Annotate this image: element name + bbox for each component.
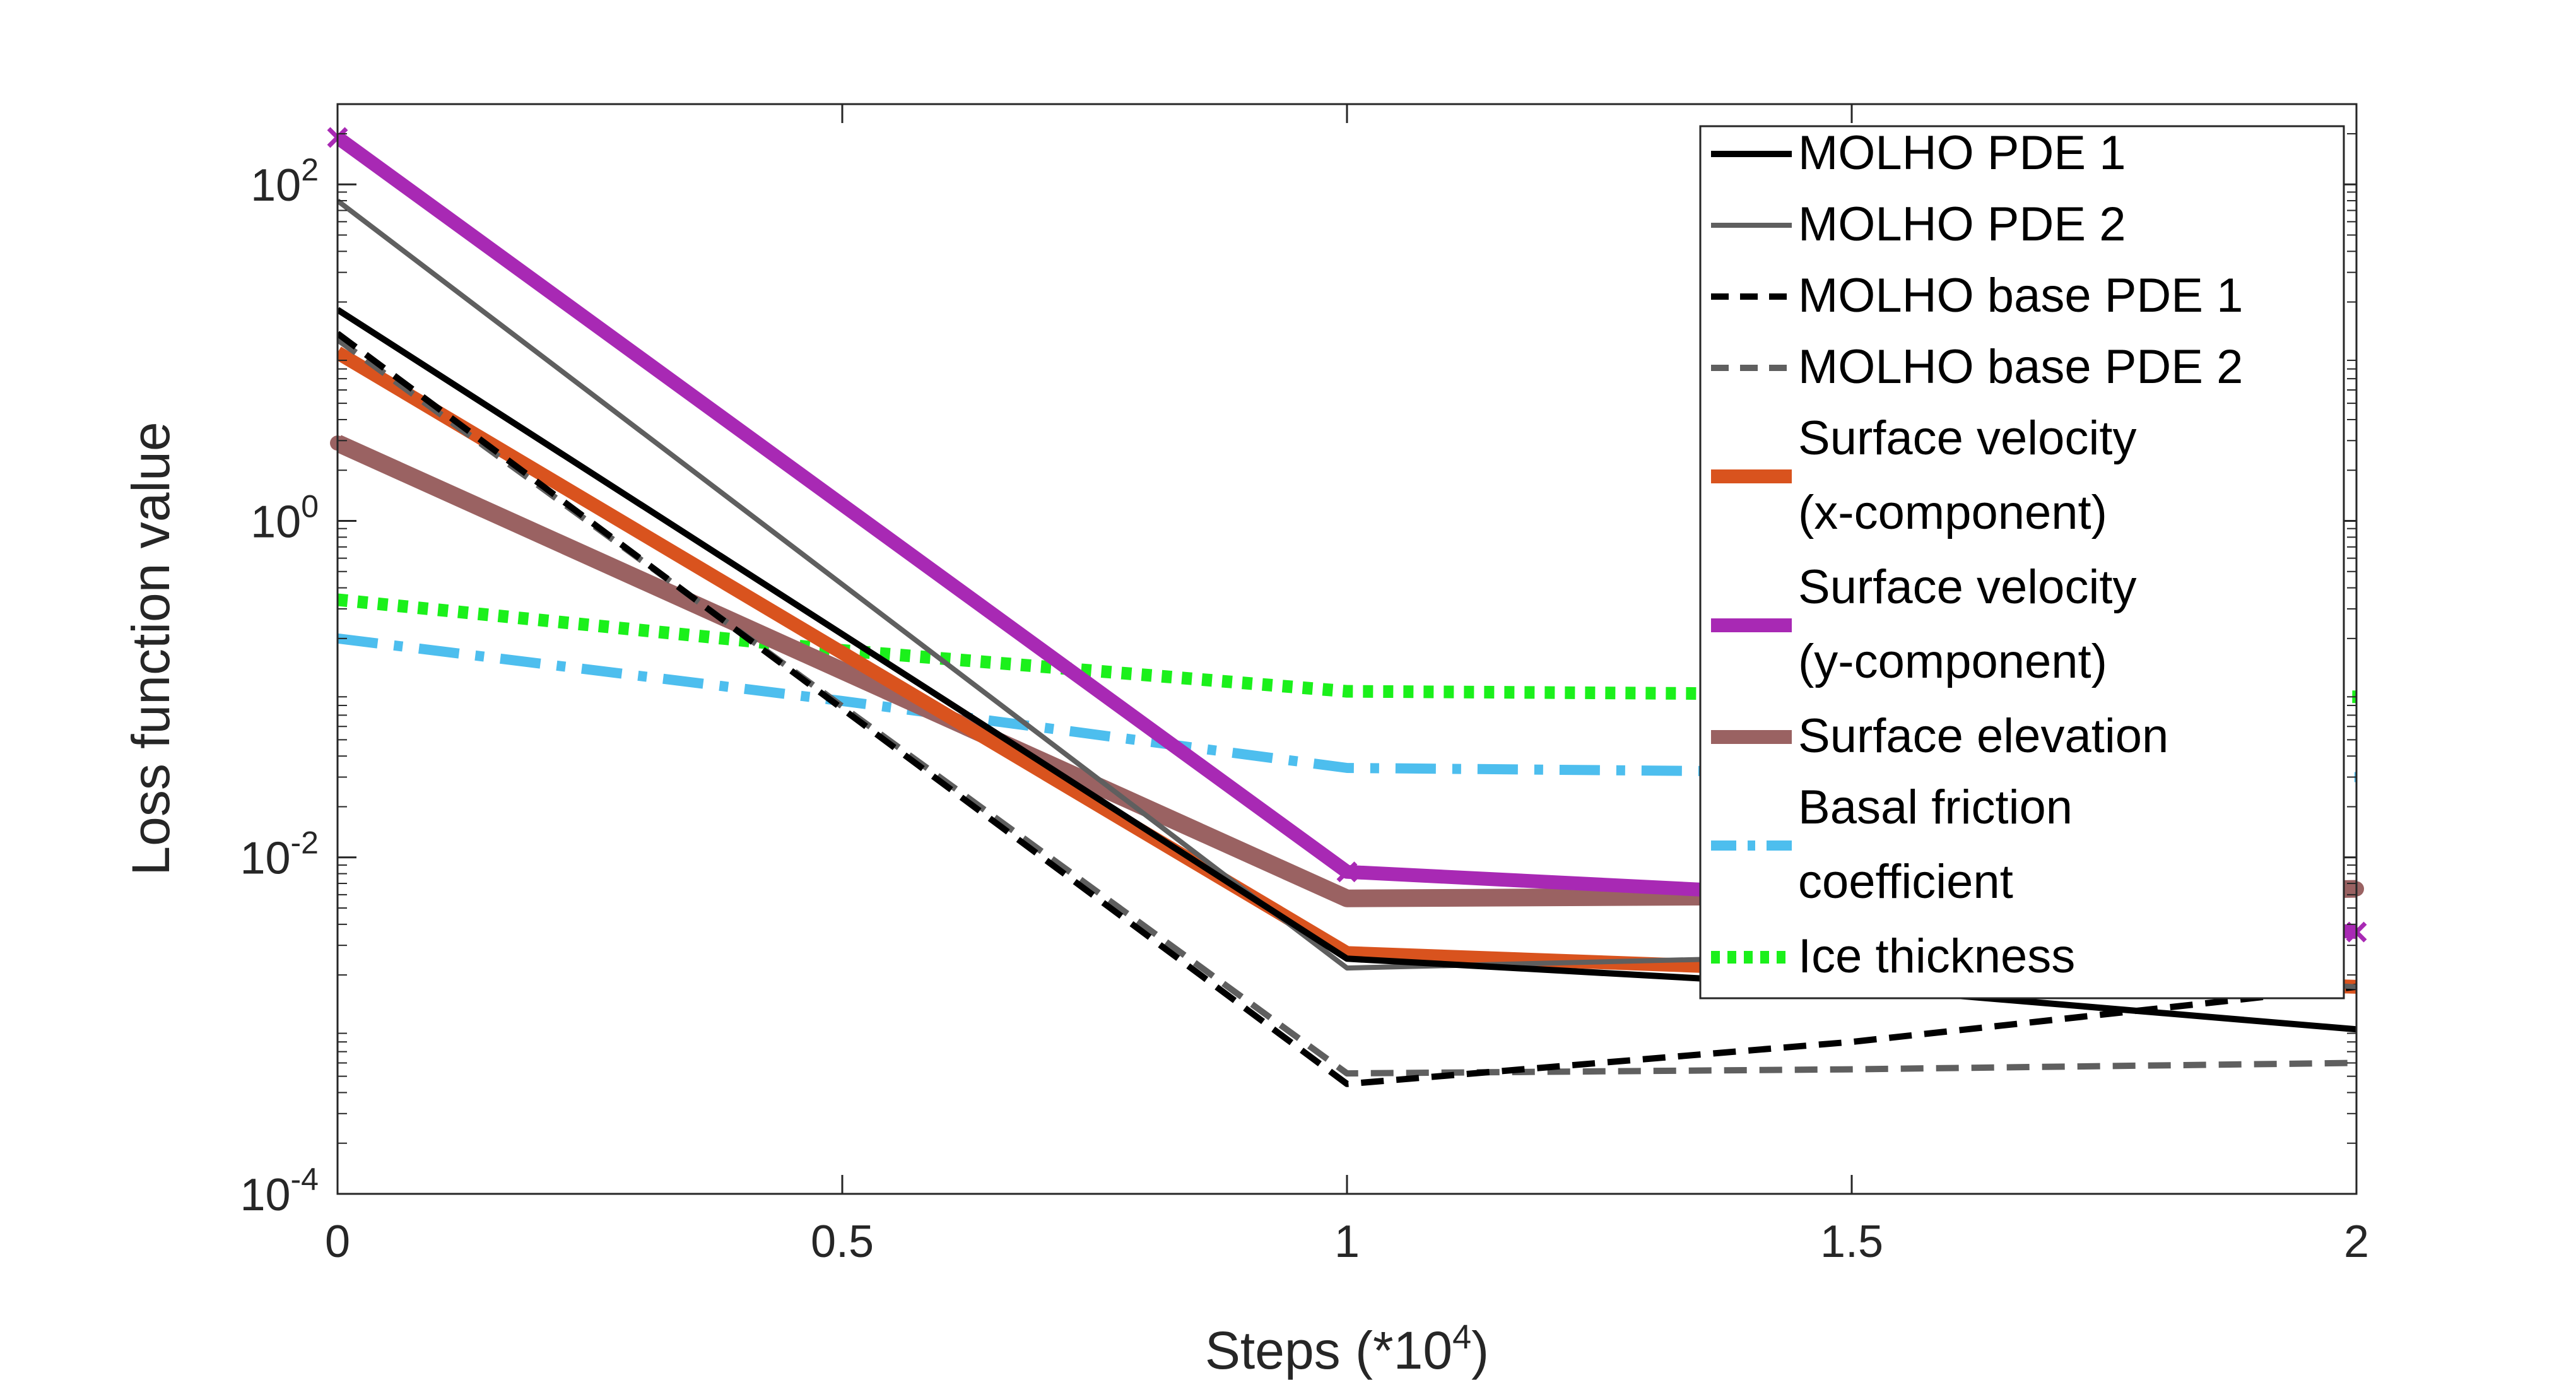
y-tick-label-exponent: 0 — [301, 488, 319, 524]
legend-label-surface-velocity-y: (y-component) — [1798, 635, 2107, 688]
x-tick-label: 0 — [325, 1217, 350, 1267]
legend-label-surface-velocity-x: Surface velocity — [1798, 411, 2136, 465]
legend-label-surface-velocity-y: Surface velocity — [1798, 560, 2136, 614]
series-line-molho-base-pde-1 — [338, 331, 2356, 1087]
y-tick-label-base: 10 — [240, 834, 290, 884]
legend-label-basal-friction: coefficient — [1798, 855, 2013, 909]
x-tick-label: 2 — [2344, 1217, 2369, 1267]
y-tick-label-exponent: -4 — [291, 1162, 319, 1197]
y-tick-label: 100 — [250, 488, 319, 547]
legend-entries: MOLHO PDE 1 MOLHO PDE 2 MOLHO base PDE 1 MO… — [1711, 126, 2243, 983]
x-tick-label: 1 — [1334, 1217, 1360, 1267]
series-line-basal-friction — [338, 633, 2356, 782]
y-tick-label-base: 10 — [250, 497, 301, 547]
x-axis-label-exponent: 4 — [1452, 1318, 1471, 1356]
series-line-ice-thickness — [338, 593, 2356, 704]
y-tick-label: 10-2 — [240, 825, 319, 884]
y-tick-label: 10-4 — [240, 1162, 319, 1220]
legend: MOLHO PDE 1 MOLHO PDE 2 MOLHO base PDE 1 MO… — [1699, 125, 2345, 1000]
y-tick-label-exponent: 2 — [301, 152, 319, 187]
series-line-molho-base-pde-2 — [338, 336, 2356, 1077]
legend-label-ice-thickness: Ice thickness — [1798, 929, 2075, 983]
legend-label-molho-base-pde-1: MOLHO base PDE 1 — [1798, 269, 2243, 322]
x-tick-label: 1.5 — [1820, 1217, 1883, 1267]
legend-label-molho-pde-2: MOLHO PDE 2 — [1798, 198, 2126, 251]
series-line-molho-pde-1 — [338, 307, 2356, 1033]
series-layer — [338, 132, 2356, 1087]
legend-box — [1699, 125, 2345, 1000]
y-tick-label: 102 — [250, 152, 319, 211]
legend-label-basal-friction: Basal friction — [1798, 781, 2073, 834]
y-axis-label: Loss function value — [121, 422, 180, 875]
legend-label-surface-elevation: Surface elevation — [1798, 709, 2168, 763]
y-tick-label-base: 10 — [250, 160, 301, 211]
ticks-layer — [336, 103, 2358, 1195]
series-point-surface-velocity-y — [1336, 861, 1358, 883]
y-tick-label-base: 10 — [240, 1170, 290, 1220]
legend-label-surface-velocity-x: (x-component) — [1798, 486, 2107, 540]
x-axis-label-main: Steps (*10 — [1205, 1321, 1452, 1380]
x-axis-label-tail: ) — [1471, 1321, 1489, 1380]
legend-label-molho-pde-1: MOLHO PDE 1 — [1798, 126, 2126, 180]
y-tick-label-exponent: -2 — [291, 825, 319, 861]
x-tick-label: 0.5 — [811, 1217, 874, 1267]
series-point-surface-elevation — [1339, 890, 1355, 906]
legend-label-molho-base-pde-2: MOLHO base PDE 2 — [1798, 340, 2243, 394]
x-axis-label: Steps (*104) — [1205, 1318, 1489, 1380]
